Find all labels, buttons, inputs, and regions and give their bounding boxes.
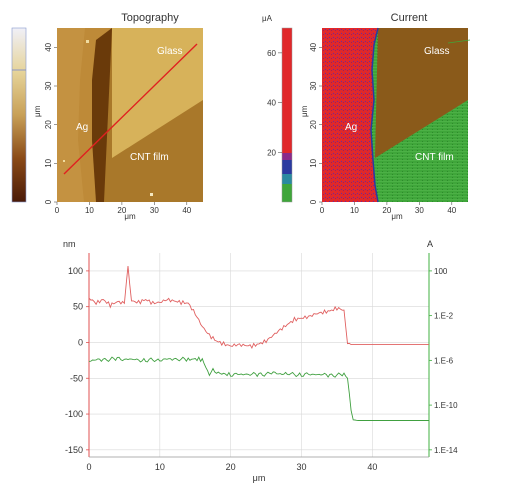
current-title: Current xyxy=(391,12,428,24)
topography-image: Glass Ag CNT film xyxy=(57,28,203,202)
profile-plot-area xyxy=(89,253,429,457)
profile-x-tick-label: 10 xyxy=(155,462,165,472)
topo-ag-label: Ag xyxy=(76,122,88,133)
profile-left-unit: nm xyxy=(63,239,76,249)
profile-height-line xyxy=(88,266,429,350)
current-colorbar-ticks: 20 40 60 xyxy=(267,49,282,157)
topo-colorbar-bar xyxy=(11,27,27,203)
topo-colorbar xyxy=(11,27,27,203)
profile-x-tick-label: 30 xyxy=(296,462,306,472)
profile-right-unit: A xyxy=(427,239,433,249)
topo-x-tick-label: 40 xyxy=(182,206,191,215)
current-colorbar-unit: μA xyxy=(262,14,273,23)
topo-x-tick-label: 20 xyxy=(117,206,126,215)
profile-x-tick-label: 0 xyxy=(86,462,91,472)
current-colorbar-red xyxy=(282,28,292,202)
topography-panel: Topography Glass Ag CNT film μm μm 0 10 20… xyxy=(11,12,203,221)
current-y-unit: μm xyxy=(300,105,309,117)
current-colorbar: μA 20 40 60 xyxy=(262,14,293,203)
current-panel: Current μA 20 40 60 Glass Ag CNT film μm μ… xyxy=(262,12,471,221)
profile-y-tick-label: -100 xyxy=(65,409,83,419)
topo-y-tick-label: 20 xyxy=(44,120,53,129)
current-y-tick-label: 30 xyxy=(309,81,318,90)
topo-x-unit: μm xyxy=(124,212,136,221)
profile-y-tick-label: -50 xyxy=(70,373,83,383)
current-x-tick-label: 30 xyxy=(415,206,424,215)
profile-y2-tick-label: 1.E-6 xyxy=(434,356,454,365)
topo-y-tick-label: 0 xyxy=(44,199,53,204)
topo-axes: μm μm 0 10 20 30 40 0 10 20 30 40 xyxy=(33,42,192,221)
current-x-tick-label: 10 xyxy=(350,206,359,215)
profile-current-line xyxy=(88,356,429,421)
profile-x-tick-label: 40 xyxy=(367,462,377,472)
topo-profile-line xyxy=(63,43,198,175)
current-x-tick-label: 0 xyxy=(320,206,325,215)
profile-y2-tick-label: 1.E-2 xyxy=(434,312,454,321)
profile-x-label: μm xyxy=(253,473,266,483)
profile-y2-tick-label: 1.E-14 xyxy=(434,446,458,455)
topo-ag-edge xyxy=(92,28,112,202)
topography-title: Topography xyxy=(121,12,179,24)
current-colorbar-tick-label: 20 xyxy=(267,148,276,157)
profile-y-tick-label: 50 xyxy=(73,302,83,312)
topo-cnt-label: CNT film xyxy=(130,152,169,163)
current-axes: μm μm 0 10 20 30 40 0 10 20 30 40 xyxy=(300,42,457,221)
topo-y-tick-label: 30 xyxy=(44,81,53,90)
current-x-tick-label: 40 xyxy=(447,206,456,215)
profile-ticks: 0 10 20 30 40 -150 -100 -50 0 50 100 100 1.E-2 1.E-6 1… xyxy=(65,266,458,472)
profile-chart: 0 10 20 30 40 -150 -100 -50 0 50 100 100 1.E-2 1.E-6 1… xyxy=(63,239,458,483)
current-y-tick-label: 20 xyxy=(309,120,318,129)
current-colorbar-tick-label: 60 xyxy=(267,49,276,58)
topo-glass-label: Glass xyxy=(157,46,183,57)
current-cnt-label: CNT film xyxy=(415,152,454,163)
profile-y2-tick-label: 1.E-10 xyxy=(434,401,458,410)
current-image: Glass Ag CNT film xyxy=(322,27,471,203)
current-ag-region xyxy=(322,28,378,202)
topo-y-tick-label: 10 xyxy=(44,158,53,167)
topo-x-tick-label: 30 xyxy=(150,206,159,215)
current-glass-label: Glass xyxy=(424,46,450,57)
topo-y-tick-label: 40 xyxy=(44,42,53,51)
current-ag-label: Ag xyxy=(345,122,357,133)
profile-x-tick-label: 20 xyxy=(226,462,236,472)
current-colorbar-tick-label: 40 xyxy=(267,99,276,108)
topo-x-tick-label: 10 xyxy=(85,206,94,215)
profile-y-tick-label: -150 xyxy=(65,445,83,455)
current-glass-region xyxy=(375,28,468,158)
profile-grid xyxy=(89,253,429,457)
profile-y-tick-label: 100 xyxy=(68,266,83,276)
current-y-tick-label: 40 xyxy=(309,42,318,51)
current-y-tick-label: 10 xyxy=(309,158,318,167)
current-y-tick-label: 0 xyxy=(309,199,318,204)
profile-y-tick-label: 0 xyxy=(78,337,83,347)
profile-y2-tick-label: 100 xyxy=(434,267,448,276)
profile-series xyxy=(88,266,429,421)
topo-x-tick-label: 0 xyxy=(55,206,60,215)
topo-y-unit: μm xyxy=(33,105,42,117)
current-x-tick-label: 20 xyxy=(382,206,391,215)
current-x-unit: μm xyxy=(391,212,403,221)
